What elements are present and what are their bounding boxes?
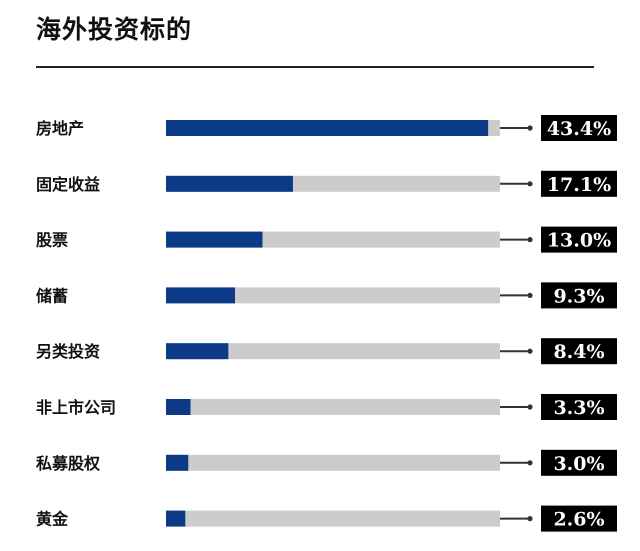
category-label: 固定收益 [36,175,100,194]
connector-dot [527,404,533,410]
value-label: 17.1% [547,174,611,196]
value-label-box [541,449,617,476]
value-label: 43.4% [547,118,611,140]
bar [166,510,186,527]
connector-dot [527,237,533,243]
bar [166,399,191,415]
value-label-box [541,282,617,309]
bar-track [166,399,500,415]
category-label: 黄金 [36,510,69,529]
value-label: 9.3% [553,285,604,307]
category-label: 股票 [36,231,68,250]
bar [166,343,229,360]
value-label: 3.0% [553,453,604,475]
category-label: 储蓄 [35,286,68,305]
title-divider [36,66,594,68]
bar-track [166,510,500,527]
value-label: 3.3% [553,397,604,419]
value-label-box [541,226,617,253]
value-label-box [541,338,617,365]
category-label: 非上市公司 [36,398,116,417]
value-label-box [541,170,617,197]
bar [166,287,236,304]
value-label: 8.4% [553,341,604,363]
chart-title: 海外投资标的 [36,15,193,44]
connector-dot [527,292,533,298]
value-label-box [541,394,617,420]
connector-dot [527,460,533,466]
value-label: 2.6% [553,509,604,531]
value-label: 13.0% [547,230,611,252]
connector-dot [527,125,533,131]
category-label: 另类投资 [36,342,100,361]
connector-dot [527,348,533,354]
value-label-box [541,505,617,532]
bar [166,120,489,136]
category-label: 房地产 [36,119,84,138]
bar-track [166,454,500,471]
bar [166,231,263,248]
bar [166,175,293,192]
category-label: 私募股权 [36,454,101,473]
value-label-box [541,115,617,141]
bar [166,454,189,471]
bar-track [166,343,500,360]
bar-track [166,287,500,304]
connector-dot [527,181,533,187]
connector-dot [527,516,533,522]
